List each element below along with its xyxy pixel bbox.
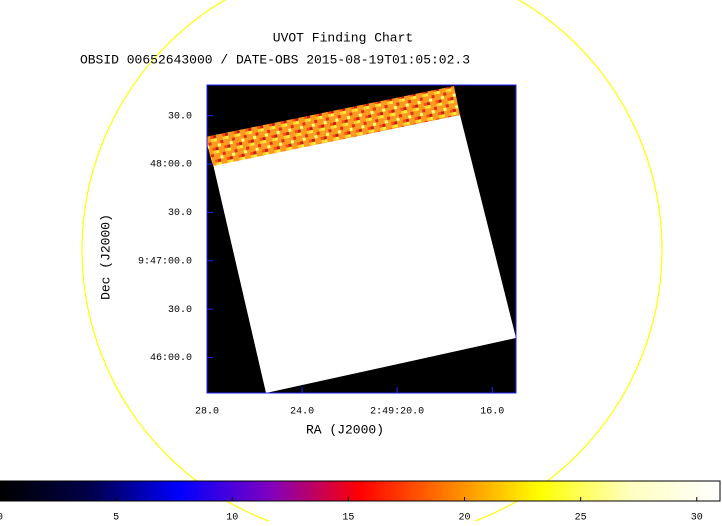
colorbar-tick-label: 0: [0, 513, 3, 521]
chart-subtitle: OBSID 00652643000 / DATE-OBS 2015-08-19T…: [80, 52, 470, 67]
colorbar-tick-label: 5: [113, 513, 119, 521]
y-tick-label: 30.0: [168, 111, 192, 122]
y-axis-label: Dec (J2000): [98, 214, 113, 300]
x-tick-label: 16.0: [480, 407, 504, 418]
x-tick-label: 28.0: [195, 407, 219, 418]
x-axis-label: RA (J2000): [306, 422, 384, 437]
image: [207, 85, 516, 393]
exposure-square: [213, 115, 516, 393]
y-tick-label: 46:00.0: [150, 353, 192, 364]
y-tick-label: 30.0: [168, 208, 192, 219]
colorbar: [0, 480, 721, 502]
colorbar-tick-label: 30: [691, 513, 703, 521]
colorbar-tick-label: 10: [226, 513, 238, 521]
x-tick-label: 2:49:20.0: [370, 407, 424, 418]
y-tick-label: 9:47:00.0: [138, 256, 192, 267]
colorbar-tick-label: 15: [342, 513, 354, 521]
chart-title: UVOT Finding Chart: [273, 30, 413, 45]
colorbar-tick-label: 25: [575, 513, 587, 521]
region-circle: [81, 0, 663, 526]
y-tick-label: 48:00.0: [150, 160, 192, 171]
colorbar-tick-label: 20: [459, 513, 471, 521]
y-tick-label: 30.0: [168, 305, 192, 316]
exposure-strip: [207, 86, 460, 166]
x-tick-label: 24.0: [290, 407, 314, 418]
frame: [206, 84, 517, 394]
